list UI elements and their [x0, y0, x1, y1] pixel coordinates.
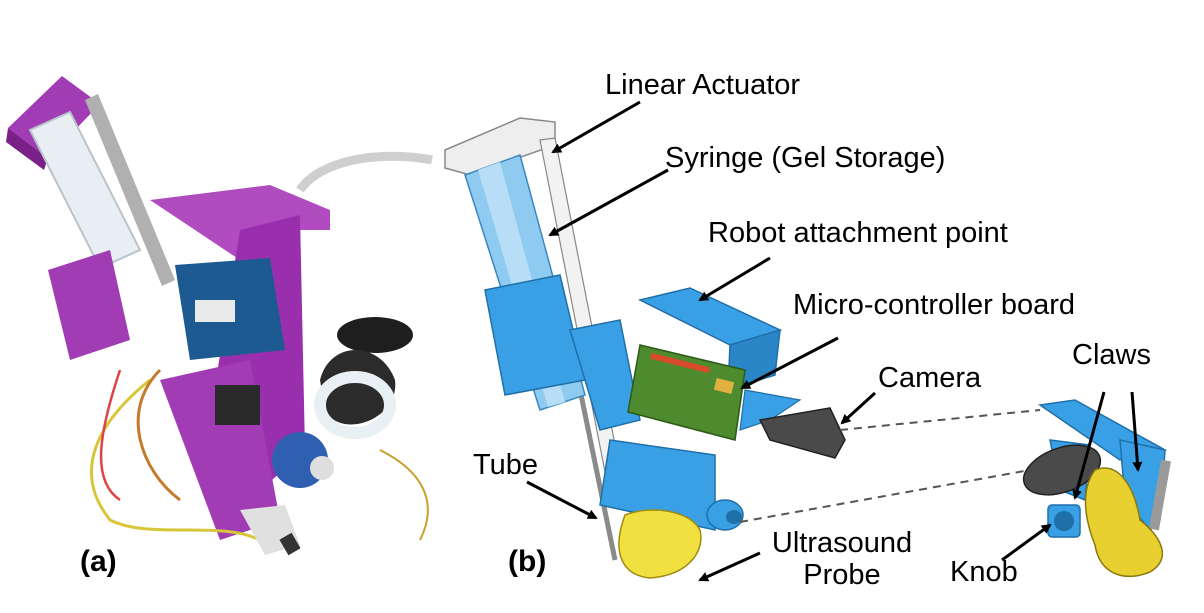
camera-cad	[758, 407, 846, 459]
arrow-knob	[1001, 523, 1052, 562]
lower-body	[599, 439, 716, 531]
label-camera: Camera	[878, 362, 982, 394]
arrow-claws-1	[1072, 391, 1106, 500]
label-ultrasound-line2: Probe	[803, 558, 881, 591]
left-block	[48, 250, 130, 360]
device-photo	[6, 76, 433, 556]
gel-tube	[314, 371, 396, 439]
camera-housing	[337, 317, 413, 353]
label-robot-attachment: Robot attachment point	[708, 217, 1008, 249]
label-claws: Claws	[1072, 339, 1151, 371]
zoom-inset	[1022, 399, 1172, 577]
panel-label-b: (b)	[508, 545, 547, 578]
arrow-robot-attachment	[698, 256, 771, 302]
inset-probe	[1084, 467, 1164, 577]
cable	[296, 151, 433, 193]
label-ultrasound-probe: Ultrasound Probe	[752, 527, 932, 592]
arrow-ultrasound	[698, 551, 761, 582]
label-syringe: Syringe (Gel Storage)	[665, 142, 946, 174]
arrow-camera	[840, 391, 877, 425]
label-tube: Tube	[473, 449, 539, 481]
arrow-claws-2	[1130, 391, 1143, 472]
arrow-microcontroller	[740, 336, 839, 390]
label-microcontroller: Micro-controller board	[793, 289, 1076, 321]
top-cap	[8, 76, 100, 158]
inset-camera	[1022, 444, 1102, 496]
label-knob: Knob	[950, 556, 1018, 588]
arrow-tube	[526, 480, 598, 520]
syringe-body	[28, 110, 142, 270]
ultrasound-probe	[618, 509, 702, 579]
tube-cad	[575, 379, 618, 561]
arrow-syringe	[548, 168, 669, 237]
label-ultrasound-line1: Ultrasound	[771, 527, 913, 559]
arrow-linear-actuator	[551, 100, 641, 154]
top-bracket	[150, 185, 330, 260]
callout-arrows	[526, 100, 1143, 582]
panel-label-a: (a)	[80, 545, 117, 578]
label-linear-actuator: Linear Actuator	[605, 69, 801, 101]
actuator-rod	[85, 94, 175, 286]
cad-model	[444, 117, 1041, 579]
microcontroller-cad	[627, 344, 746, 441]
